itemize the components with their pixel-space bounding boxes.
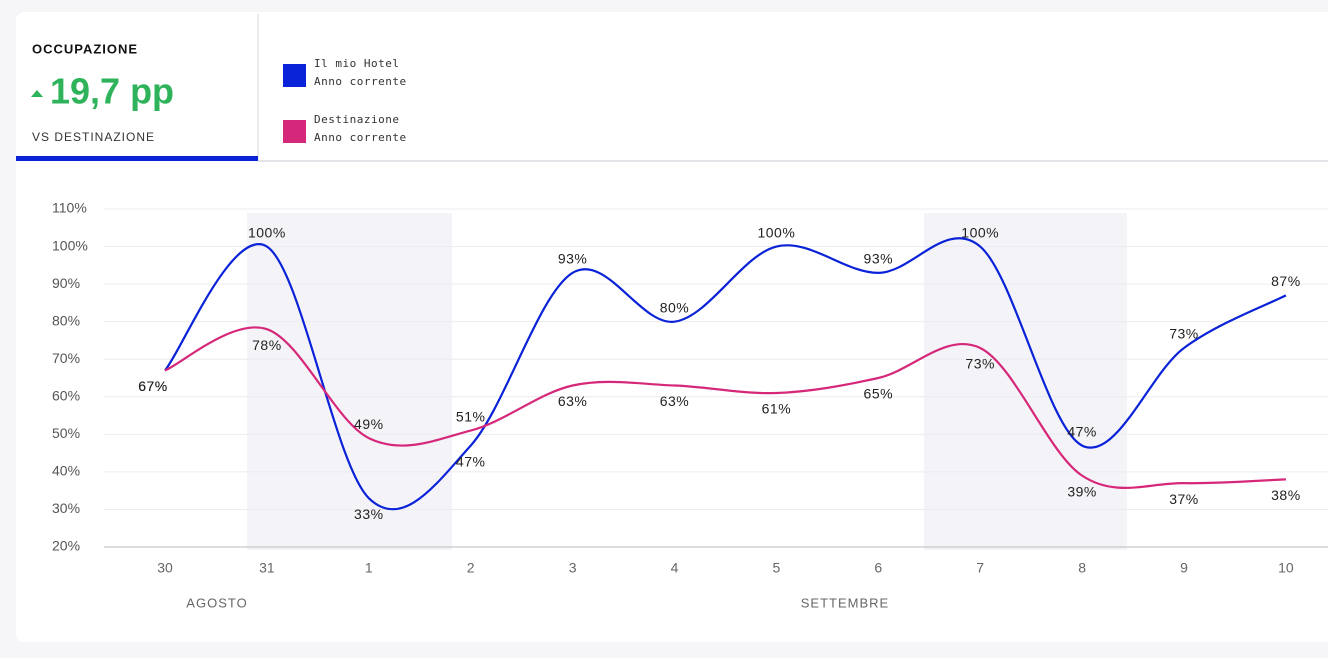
legend-period: Anno corrente bbox=[314, 131, 407, 144]
data-label: 47% bbox=[456, 453, 486, 469]
data-label: 63% bbox=[660, 393, 690, 409]
data-label: 38% bbox=[1271, 487, 1301, 503]
data-label: 80% bbox=[660, 299, 690, 315]
y-tick-label: 100% bbox=[52, 237, 88, 253]
data-label: 73% bbox=[1169, 326, 1199, 342]
y-tick-label: 50% bbox=[52, 425, 80, 441]
data-label: 100% bbox=[757, 224, 795, 240]
data-label: 73% bbox=[965, 356, 995, 372]
data-label: 39% bbox=[1067, 483, 1097, 499]
data-label: 65% bbox=[864, 386, 894, 402]
weekend-band bbox=[924, 213, 1127, 550]
data-label: 67% bbox=[138, 378, 168, 394]
data-label: 100% bbox=[961, 224, 999, 240]
data-label: 87% bbox=[1271, 273, 1301, 289]
y-tick-label: 60% bbox=[52, 387, 80, 403]
x-tick-label: 2 bbox=[467, 560, 475, 576]
x-tick-label: 1 bbox=[365, 560, 373, 576]
x-tick-label: 5 bbox=[773, 560, 781, 576]
kpi-title: OCCUPAZIONE bbox=[32, 41, 138, 56]
y-tick-label: 30% bbox=[52, 500, 80, 516]
data-label: 93% bbox=[558, 251, 588, 267]
data-label: 93% bbox=[864, 251, 894, 267]
legend-swatch bbox=[283, 120, 306, 143]
up-arrow bbox=[31, 90, 43, 97]
data-label: 78% bbox=[252, 337, 282, 353]
y-tick-label: 90% bbox=[52, 275, 80, 291]
y-tick-label: 110% bbox=[52, 200, 87, 216]
x-tick-label: 8 bbox=[1078, 560, 1086, 576]
y-tick-label: 70% bbox=[52, 350, 80, 366]
x-tick-label: 31 bbox=[259, 560, 275, 576]
legend-label: Destinazione bbox=[314, 113, 399, 126]
x-tick-label: 6 bbox=[874, 560, 882, 576]
data-label: 37% bbox=[1169, 491, 1199, 507]
kpi-comparison: VS DESTINAZIONE bbox=[32, 130, 155, 144]
y-tick-label: 20% bbox=[52, 538, 80, 554]
data-label: 63% bbox=[558, 393, 588, 409]
x-tick-label: 7 bbox=[976, 560, 984, 576]
legend-period: Anno corrente bbox=[314, 75, 407, 88]
series-line bbox=[164, 326, 1286, 489]
x-tick-label: 30 bbox=[157, 560, 173, 576]
y-tick-label: 80% bbox=[52, 312, 80, 328]
data-label: 49% bbox=[354, 416, 384, 432]
x-tick-label: 4 bbox=[671, 560, 679, 576]
data-label: 47% bbox=[1067, 423, 1097, 439]
legend-swatch bbox=[283, 64, 306, 87]
data-label: 67% bbox=[138, 378, 168, 394]
x-tick-label: 9 bbox=[1180, 560, 1188, 576]
data-label: 51% bbox=[456, 408, 486, 424]
data-label: 100% bbox=[248, 224, 286, 240]
legend-label: Il mio Hotel bbox=[314, 57, 399, 70]
x-tick-label: 3 bbox=[569, 560, 577, 576]
y-tick-label: 40% bbox=[52, 463, 80, 479]
x-tick-label: 10 bbox=[1278, 560, 1294, 576]
month-label: SETTEMBRE bbox=[801, 595, 889, 610]
data-label: 61% bbox=[762, 401, 792, 417]
month-label: AGOSTO bbox=[186, 595, 247, 610]
series-line bbox=[164, 237, 1287, 511]
weekend-band bbox=[247, 213, 452, 550]
active-tab-bar bbox=[16, 156, 258, 161]
data-label: 33% bbox=[354, 506, 384, 522]
kpi-value: 19,7 pp bbox=[50, 71, 174, 112]
